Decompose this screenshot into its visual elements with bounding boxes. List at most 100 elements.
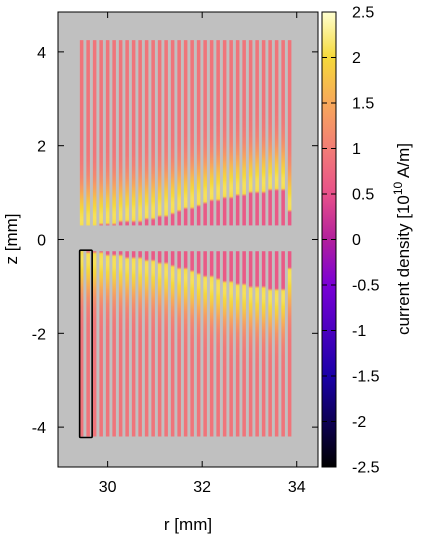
- current-strip-upper: [99, 40, 103, 226]
- y-tick-label: -4: [32, 420, 46, 437]
- current-strip-upper: [209, 40, 214, 226]
- current-strip-upper: [112, 40, 116, 226]
- current-strip-upper: [248, 40, 253, 226]
- colorbar-label-unit: A/m]: [394, 143, 413, 182]
- y-tick-label: -2: [32, 326, 46, 343]
- current-strip-upper: [183, 40, 188, 226]
- colorbar-ticks: 2.5 2 1.5 1 0.5 0 -0.5 -1 -1.5 -2 -2.5: [322, 5, 380, 477]
- current-strip-lower: [92, 251, 97, 437]
- colorbar-label-main: current density [10: [394, 195, 413, 335]
- current-strip-upper: [151, 40, 155, 226]
- current-strip-upper: [261, 40, 266, 226]
- colorbar-tick-label: 1.5: [352, 96, 374, 113]
- current-strip-upper: [92, 40, 97, 226]
- current-strip-upper: [125, 40, 129, 226]
- colorbar-tick-label: -0.5: [352, 278, 380, 295]
- y-tick-label: 0: [37, 233, 46, 250]
- colorbar-tick-label: -1.5: [352, 369, 380, 386]
- colorbar-label-exponent: 10: [391, 181, 405, 195]
- current-strip-lower: [177, 251, 181, 437]
- x-tick-label: 34: [288, 479, 306, 496]
- x-tick-label: 32: [193, 479, 211, 496]
- current-strip-lower: [274, 251, 279, 437]
- current-strip-lower: [248, 251, 253, 437]
- current-strip-upper: [157, 40, 162, 226]
- current-strip-upper: [287, 40, 292, 226]
- current-strip-upper: [196, 40, 201, 226]
- current-strip-lower: [183, 251, 188, 437]
- current-strip-upper: [235, 40, 240, 226]
- current-strip-upper: [138, 40, 142, 226]
- current-strip-lower: [118, 251, 123, 437]
- colorbar-tick-label: -2: [352, 414, 366, 431]
- current-strip-lower: [86, 251, 90, 437]
- current-strip-lower: [112, 251, 116, 437]
- current-strip-lower: [99, 251, 103, 437]
- current-strip-lower: [157, 251, 162, 437]
- current-strip-upper: [268, 40, 272, 226]
- colorbar-tick-label: 0: [352, 232, 361, 249]
- y-axis-label: z [mm]: [2, 214, 21, 265]
- current-strip-lower: [229, 251, 233, 437]
- current-strip-lower: [138, 251, 142, 437]
- colorbar: 2.5 2 1.5 1 0.5 0 -0.5 -1 -1.5 -2 -2.5 current den…: [321, 5, 413, 477]
- current-strip-lower: [164, 251, 168, 437]
- current-strip-upper: [203, 40, 207, 226]
- x-tick-label: 30: [99, 479, 117, 496]
- current-strip-upper: [105, 40, 110, 226]
- current-strip-upper: [216, 40, 220, 226]
- current-strip-lower: [203, 251, 207, 437]
- current-strip-lower: [235, 251, 240, 437]
- current-strip-upper: [177, 40, 181, 226]
- current-strip-upper: [86, 40, 90, 226]
- current-strip-lower: [268, 251, 272, 437]
- current-strip-upper: [222, 40, 227, 226]
- current-strip-upper: [164, 40, 168, 226]
- colorbar-tick-label: 1: [352, 141, 361, 158]
- current-strip-lower: [209, 251, 214, 437]
- current-strip-upper: [229, 40, 233, 226]
- current-strip-lower: [216, 251, 220, 437]
- x-axis-label: r [mm]: [164, 515, 212, 534]
- current-strip-upper: [118, 40, 123, 226]
- current-strip-lower: [196, 251, 201, 437]
- current-strip-lower: [261, 251, 266, 437]
- current-strip-lower: [242, 251, 246, 437]
- current-strip-lower: [222, 251, 227, 437]
- colorbar-tick-label: 0.5: [352, 187, 374, 204]
- colorbar-tick-label: 2.5: [352, 5, 374, 22]
- x-axis: 30 32 34: [99, 12, 306, 496]
- current-strip-upper: [79, 40, 84, 226]
- current-strip-upper: [281, 40, 285, 226]
- current-strip-upper: [274, 40, 279, 226]
- plot-area: [57, 11, 319, 468]
- current-strip-lower: [131, 251, 136, 437]
- current-strip-lower: [287, 251, 292, 437]
- current-strip-lower: [281, 251, 285, 437]
- y-tick-label: 2: [37, 139, 46, 156]
- current-strip-lower: [255, 251, 259, 437]
- current-strip-upper: [242, 40, 246, 226]
- current-strip-lower: [190, 251, 194, 437]
- current-strip-lower: [125, 251, 129, 437]
- highlighted-strip-box: [78, 249, 93, 439]
- current-strip-lower: [79, 251, 84, 437]
- current-strip-lower: [105, 251, 110, 437]
- y-axis: 4 2 0 -2 -4: [32, 45, 318, 437]
- current-strip-upper: [131, 40, 136, 226]
- colorbar-tick-label: 2: [352, 50, 361, 67]
- plot-background: [58, 12, 318, 467]
- current-strip-lower: [170, 251, 175, 437]
- current-strip-upper: [170, 40, 175, 226]
- current-strip-upper: [255, 40, 259, 226]
- current-strip-upper: [190, 40, 194, 226]
- colorbar-label: current density [1010 A/m]: [391, 143, 413, 335]
- current-strip-upper: [144, 40, 149, 226]
- y-tick-label: 4: [37, 45, 46, 62]
- current-strip-lower: [144, 251, 149, 437]
- colorbar-tick-label: -2.5: [352, 460, 380, 477]
- colorbar-tick-label: -1: [352, 323, 366, 340]
- current-strip-lower: [151, 251, 155, 437]
- current-strips: [79, 40, 292, 437]
